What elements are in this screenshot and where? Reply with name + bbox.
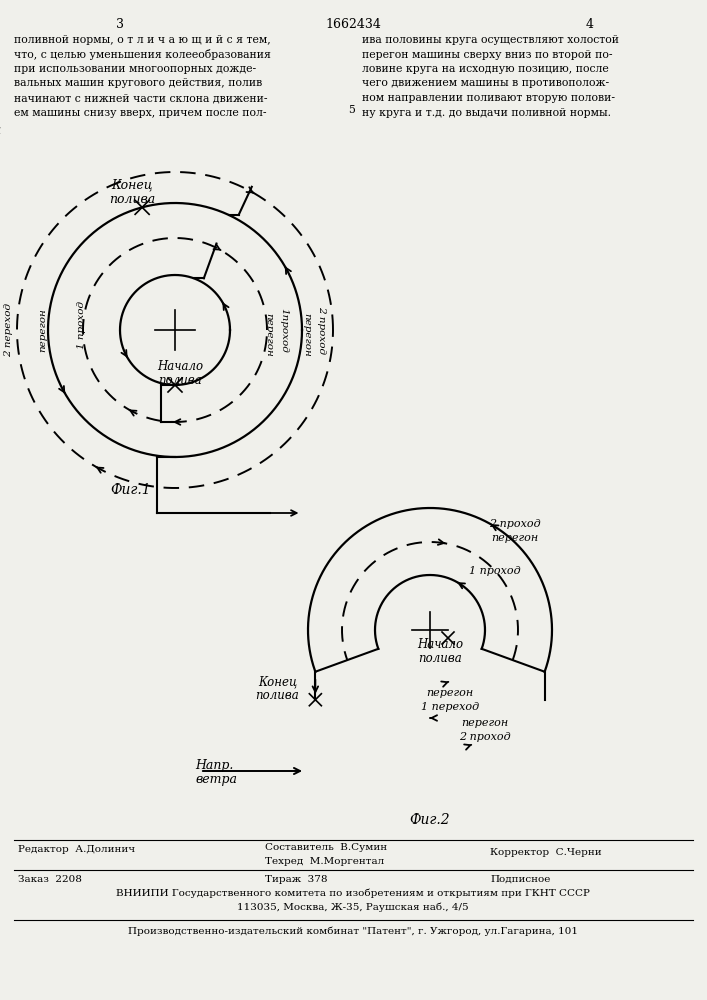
- Text: Напр.: Напр.: [195, 758, 233, 772]
- Text: 5: 5: [349, 105, 356, 115]
- Text: Редактор  А.Долинич: Редактор А.Долинич: [18, 845, 135, 854]
- Text: начинают с нижней части склона движени-: начинают с нижней части склона движени-: [14, 93, 267, 103]
- Text: 1 переход: 1 переход: [421, 702, 479, 712]
- Text: перегон: перегон: [462, 718, 508, 728]
- Text: при использовании многоопорных дожде-: при использовании многоопорных дожде-: [14, 64, 256, 74]
- Text: полива: полива: [158, 373, 202, 386]
- Text: 3: 3: [116, 18, 124, 31]
- Text: полива: полива: [418, 652, 462, 664]
- Text: Корректор  С.Черни: Корректор С.Черни: [490, 848, 602, 857]
- Text: перегон: перегон: [303, 313, 312, 357]
- Text: ВНИИПИ Государственного комитета по изобретениям и открытиям при ГКНТ СССР: ВНИИПИ Государственного комитета по изоб…: [116, 888, 590, 898]
- Text: перегон машины сверху вниз по второй по-: перегон машины сверху вниз по второй по-: [362, 49, 612, 60]
- Text: 1 проход: 1 проход: [76, 301, 86, 349]
- Text: Конец: Конец: [258, 675, 297, 688]
- Text: перегон: перегон: [491, 533, 539, 543]
- Text: 1проход: 1проход: [279, 308, 288, 352]
- Text: Составитель  В.Сумин: Составитель В.Сумин: [265, 843, 387, 852]
- Text: 2 проход: 2 проход: [489, 519, 541, 529]
- Text: перегон: перегон: [264, 313, 274, 357]
- Text: полива: полива: [109, 193, 156, 206]
- Text: поливной нормы, о т л и ч а ю щ и й с я тем,: поливной нормы, о т л и ч а ю щ и й с я …: [14, 35, 271, 45]
- Text: что, с целью уменьшения колееобразования: что, с целью уменьшения колееобразования: [14, 49, 271, 60]
- Text: полива: полива: [255, 689, 299, 702]
- Text: Производственно-издательский комбинат "Патент", г. Ужгород, ул.Гагарина, 101: Производственно-издательский комбинат "П…: [128, 927, 578, 936]
- Text: Начало: Начало: [417, 639, 463, 652]
- Text: Техред  М.Моргентал: Техред М.Моргентал: [265, 857, 384, 866]
- Text: 1 проход: 1 проход: [469, 566, 521, 576]
- Text: ловине круга на исходную позицию, после: ловине круга на исходную позицию, после: [362, 64, 609, 74]
- Text: 1662434: 1662434: [325, 18, 381, 31]
- Text: 2 переход: 2 переход: [4, 303, 13, 357]
- Text: 2 проход: 2 проход: [459, 732, 511, 742]
- Text: Тираж  378: Тираж 378: [265, 875, 327, 884]
- Text: 113035, Москва, Ж-35, Раушская наб., 4/5: 113035, Москва, Ж-35, Раушская наб., 4/5: [237, 902, 469, 912]
- Text: ветра: ветра: [195, 772, 237, 786]
- Text: перегон: перегон: [426, 688, 474, 698]
- Text: ива половины круга осуществляют холостой: ива половины круга осуществляют холостой: [362, 35, 619, 45]
- Text: 2 проход: 2 проход: [317, 306, 327, 354]
- Text: Конец: Конец: [112, 179, 153, 192]
- Text: вальных машин кругового действия, полив: вальных машин кругового действия, полив: [14, 79, 262, 89]
- Text: Фиг.1: Фиг.1: [110, 483, 151, 497]
- Text: Начало: Начало: [157, 360, 203, 373]
- Text: 4: 4: [586, 18, 594, 31]
- Text: Подписное: Подписное: [490, 875, 550, 884]
- Text: Уклон: Уклон: [0, 124, 2, 137]
- Text: перегон: перегон: [38, 308, 47, 352]
- Text: чего движением машины в противополож-: чего движением машины в противополож-: [362, 79, 609, 89]
- Text: ну круга и т.д. до выдачи поливной нормы.: ну круга и т.д. до выдачи поливной нормы…: [362, 107, 611, 117]
- Text: ном направлении поливают вторую полови-: ном направлении поливают вторую полови-: [362, 93, 615, 103]
- Text: Заказ  2208: Заказ 2208: [18, 875, 82, 884]
- Text: ем машины снизу вверх, причем после пол-: ем машины снизу вверх, причем после пол-: [14, 107, 267, 117]
- Text: Фиг.2: Фиг.2: [409, 813, 450, 827]
